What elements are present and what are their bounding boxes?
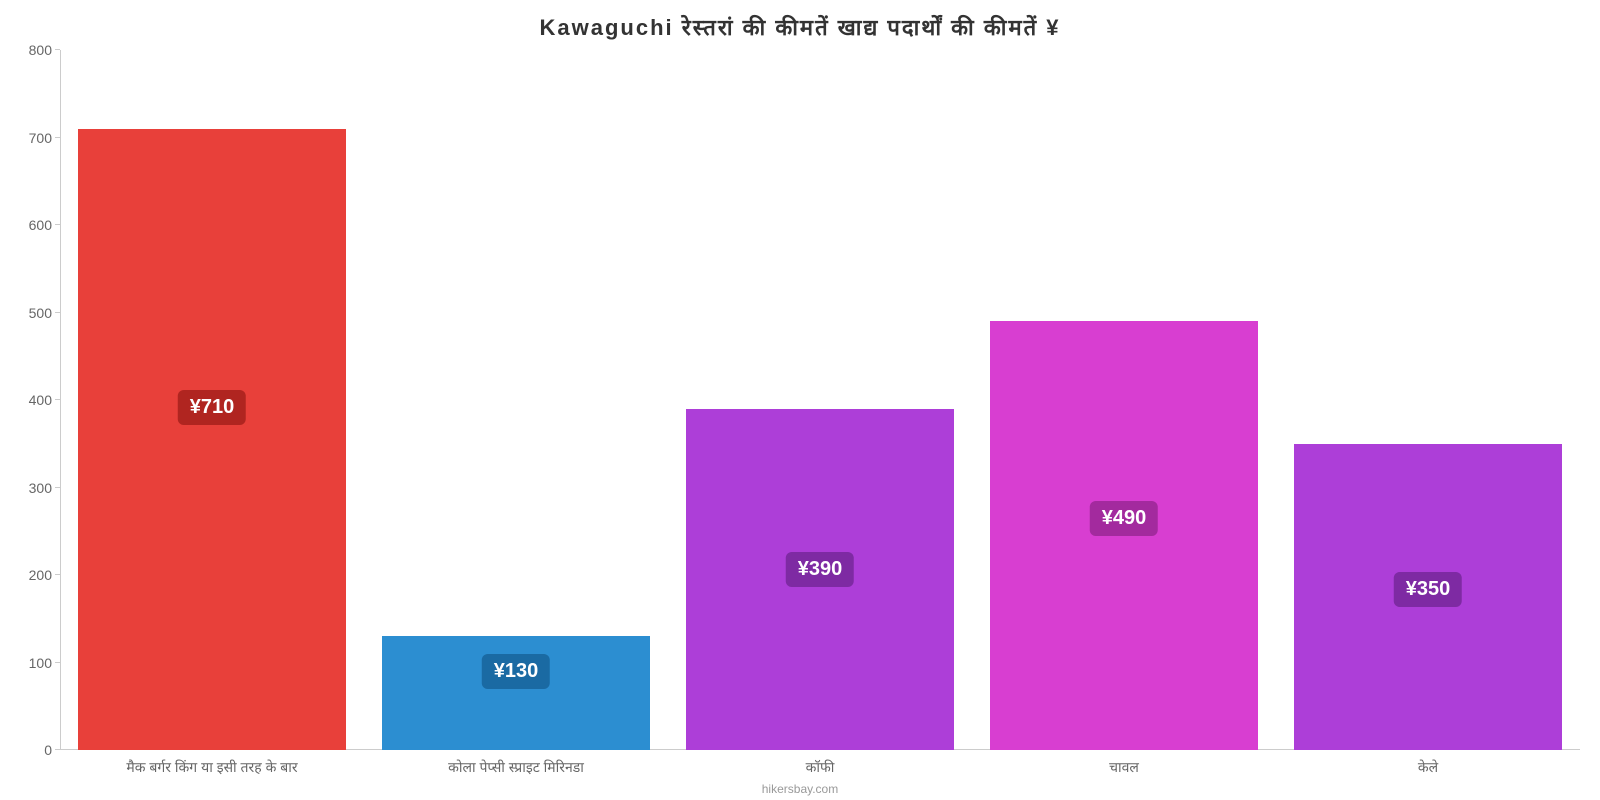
x-tick-label: केले [1418,758,1438,777]
y-tick-mark [55,312,60,313]
x-tick-label: मैक बर्गर किंग या इसी तरह के बार [126,758,297,777]
y-tick-mark [55,137,60,138]
bar-value-label: ¥350 [1394,572,1463,607]
y-tick-mark [55,662,60,663]
y-tick-mark [55,749,60,750]
x-tick-label: चावल [1109,758,1139,777]
bar: ¥490 [990,321,1258,750]
y-tick-label: 300 [29,480,52,496]
bar: ¥390 [686,409,954,750]
y-tick-mark [55,487,60,488]
chart-title: Kawaguchi रेस्तरां की कीमतें खाद्य पदार्… [0,0,1600,42]
plot-area: ¥710 ¥130 ¥390 ¥490 ¥350 [60,50,1580,750]
y-tick-label: 500 [29,305,52,321]
y-tick-label: 800 [29,42,52,58]
y-tick-mark [55,224,60,225]
attribution-text: hikersbay.com [762,782,838,796]
y-axis: 0100200300400500600700800 [10,50,60,750]
bar-value-label: ¥490 [1090,501,1159,536]
y-tick-label: 400 [29,392,52,408]
x-tick-label: कोला पेप्सी स्प्राइट मिरिनडा [448,758,584,777]
bar: ¥710 [78,129,346,750]
y-tick-label: 200 [29,567,52,583]
y-tick-label: 600 [29,217,52,233]
bar-value-label: ¥710 [178,390,247,425]
bar: ¥350 [1294,444,1562,750]
bar-value-label: ¥130 [482,654,551,689]
y-tick-label: 700 [29,130,52,146]
chart-container: 0100200300400500600700800 ¥710¥130¥390¥4… [60,50,1580,750]
y-tick-label: 0 [44,742,52,758]
bar: ¥130 [382,636,650,750]
y-tick-mark [55,49,60,50]
bar-value-label: ¥390 [786,552,855,587]
y-tick-mark [55,399,60,400]
y-tick-label: 100 [29,655,52,671]
y-tick-mark [55,574,60,575]
x-tick-label: कॉफी [806,758,835,777]
